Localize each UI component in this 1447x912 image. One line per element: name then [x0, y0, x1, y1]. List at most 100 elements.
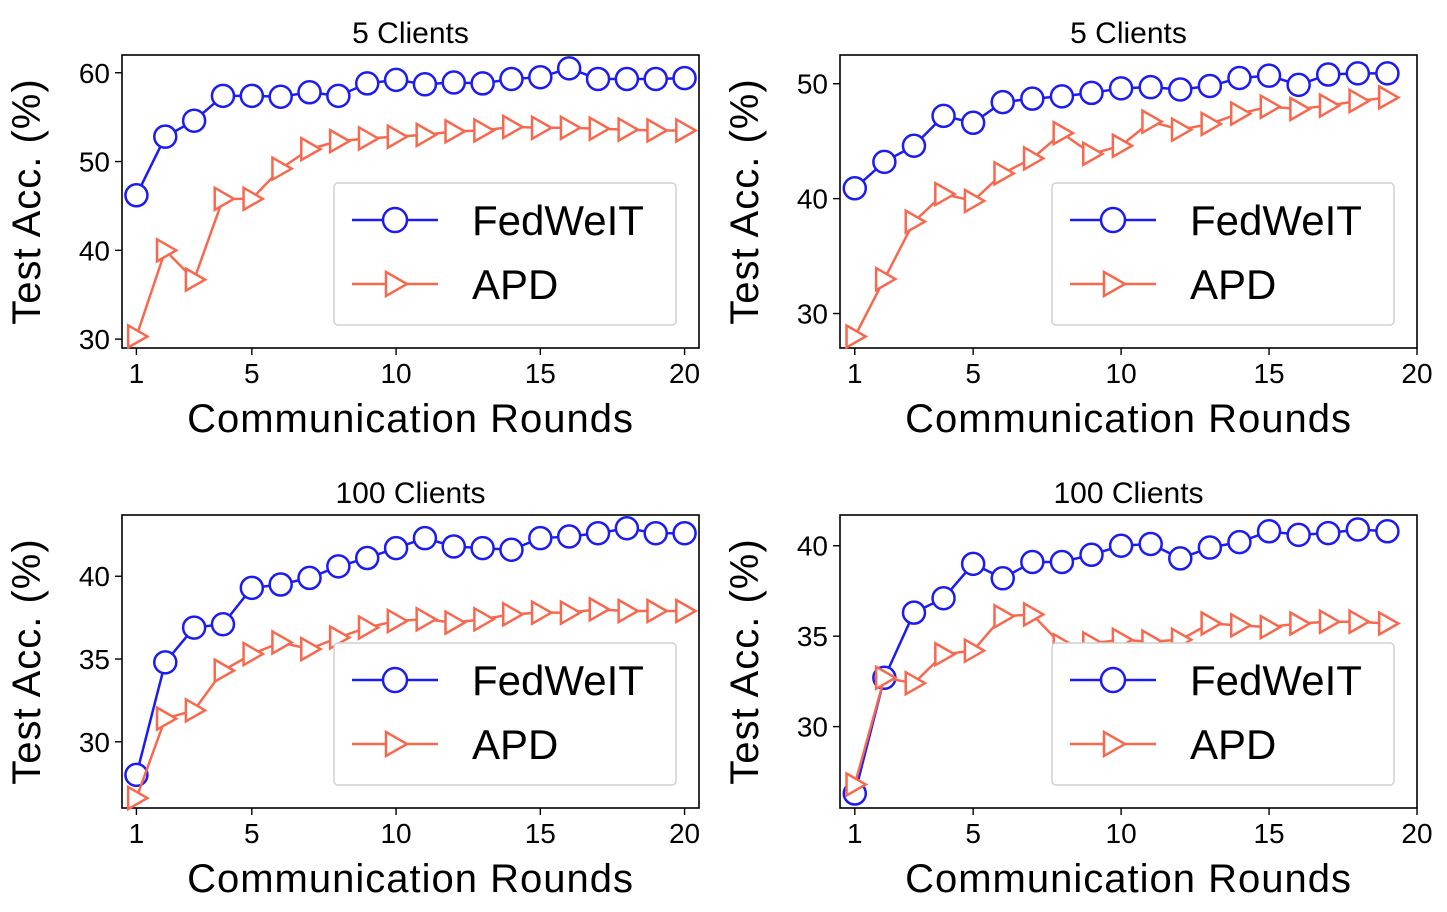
data-point-triangle: [473, 117, 497, 144]
x-tick-label: 5: [965, 818, 981, 849]
data-point-triangle: [675, 597, 699, 625]
data-point-circle: [181, 108, 207, 133]
legend-marker-triangle: [384, 729, 410, 759]
data-point-triangle: [184, 266, 208, 293]
x-axis-label: Communication Rounds: [905, 397, 1352, 441]
x-tick-label: 10: [1106, 818, 1137, 849]
data-point-triangle: [1259, 93, 1283, 120]
data-point-triangle: [874, 664, 898, 691]
data-point-circle: [470, 71, 495, 96]
x-tick-label: 20: [669, 358, 700, 389]
data-point-triangle: [1200, 110, 1224, 138]
x-tick-label: 15: [1253, 358, 1284, 389]
legend: FedWeIT APD: [333, 642, 677, 786]
data-point-circle: [153, 124, 178, 149]
chart-title: 100 Clients: [335, 477, 485, 510]
plot-area-frame: [121, 54, 700, 349]
data-point-circle: [499, 537, 524, 563]
data-point-triangle: [1259, 613, 1283, 641]
data-point-triangle: [444, 609, 468, 636]
chart-title: 100 Clients: [1053, 477, 1203, 510]
data-point-circle: [470, 535, 495, 561]
data-point-circle: [1197, 73, 1223, 99]
data-point-circle: [585, 520, 611, 546]
data-point-circle: [960, 551, 986, 577]
data-point-triangle: [501, 601, 525, 628]
data-point-triangle: [126, 323, 150, 350]
data-point-circle: [326, 83, 351, 109]
data-point-triangle: [646, 117, 670, 144]
data-point-circle: [1286, 522, 1311, 548]
data-point-circle: [499, 66, 524, 92]
series-apd: [126, 113, 699, 350]
plot-area-frame: [121, 514, 700, 809]
series-apd: [126, 596, 699, 812]
data-point-circle: [383, 535, 409, 561]
data-point-circle: [528, 525, 553, 551]
data-point-triangle: [559, 114, 583, 141]
data-point-circle: [643, 520, 668, 546]
x-axis-label: Communication Rounds: [905, 857, 1352, 901]
data-point-circle: [556, 524, 582, 549]
data-point-circle: [1168, 546, 1193, 571]
x-tick-label: 15: [1253, 818, 1284, 849]
plot-area-frame: [839, 54, 1418, 349]
data-point-circle: [297, 565, 322, 591]
chart-title: 5 Clients: [1070, 17, 1187, 50]
data-point-circle: [1256, 519, 1282, 544]
data-point-triangle: [473, 606, 497, 633]
data-point-triangle: [386, 607, 410, 635]
data-point-triangle: [646, 597, 670, 625]
legend-label: APD: [1190, 721, 1276, 768]
y-tick-label: 30: [797, 299, 828, 330]
y-tick-label: 50: [797, 69, 828, 100]
data-point-triangle: [934, 641, 958, 668]
data-point-circle: [1108, 76, 1134, 101]
data-point-circle: [872, 149, 897, 175]
data-point-circle: [614, 66, 640, 92]
data-point-circle: [210, 612, 236, 637]
data-point-circle: [931, 103, 956, 129]
data-point-triangle: [1082, 140, 1106, 167]
x-tick-label: 1: [129, 818, 145, 849]
legend-label: APD: [472, 261, 558, 308]
data-point-triangle: [271, 155, 295, 182]
data-point-triangle: [155, 237, 179, 264]
data-point-triangle: [1170, 116, 1194, 143]
data-point-triangle: [1022, 601, 1046, 628]
x-axis-label: Communication Rounds: [187, 397, 634, 441]
data-point-triangle: [675, 117, 699, 144]
legend-marker-triangle: [1102, 269, 1128, 299]
legend: FedWeIT APD: [333, 182, 677, 326]
legend-box: [1051, 182, 1395, 326]
data-point-triangle: [617, 116, 641, 143]
data-point-triangle: [1289, 95, 1313, 123]
legend: FedWeIT APD: [1051, 642, 1395, 786]
data-point-triangle: [530, 114, 554, 141]
data-point-circle: [181, 615, 207, 640]
data-point-circle: [1286, 72, 1311, 98]
data-point-circle: [901, 133, 927, 159]
data-point-circle: [960, 110, 986, 136]
data-point-triangle: [588, 115, 612, 142]
data-point-circle: [1197, 535, 1223, 560]
data-point-circle: [1227, 65, 1252, 91]
y-axis-label: Test Acc. (%): [723, 78, 767, 324]
data-point-circle: [1227, 529, 1252, 555]
data-point-triangle: [126, 784, 150, 812]
data-point-circle: [1020, 86, 1045, 111]
data-point-circle: [614, 515, 640, 541]
data-point-circle: [441, 70, 467, 95]
data-point-circle: [326, 554, 351, 579]
y-tick-label: 40: [79, 235, 110, 266]
x-tick-label: 10: [380, 358, 411, 389]
data-point-triangle: [1318, 92, 1342, 119]
data-point-triangle: [1022, 145, 1046, 172]
data-point-triangle: [874, 265, 898, 293]
plot-area-frame: [839, 514, 1418, 809]
series-apd: [845, 84, 1401, 350]
data-point-triangle: [213, 657, 237, 684]
y-tick-label: 35: [797, 621, 828, 652]
